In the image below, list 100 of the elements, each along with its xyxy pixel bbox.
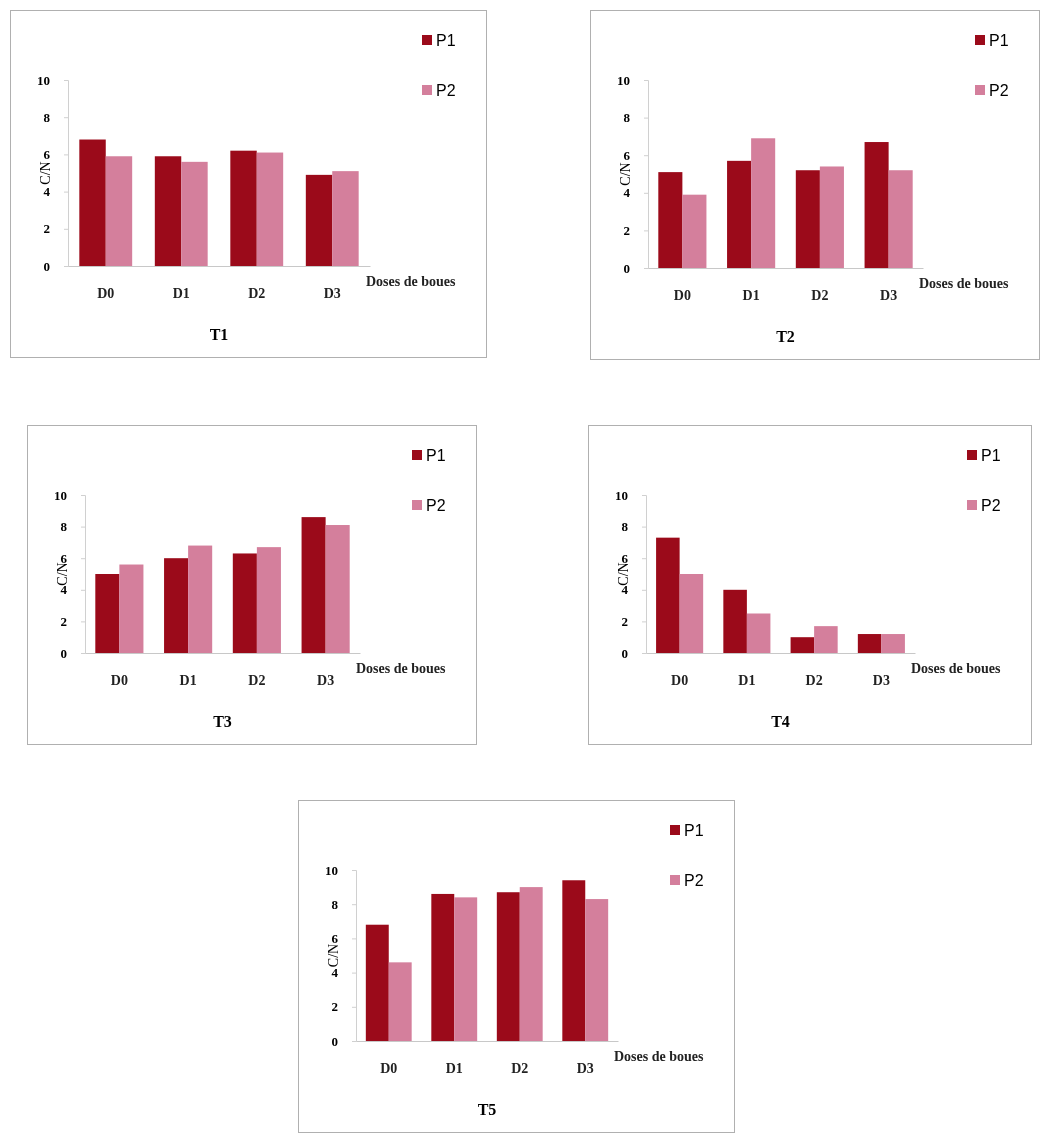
x-tick-label: D1 — [172, 285, 190, 301]
legend-label: P1 — [436, 32, 456, 49]
bar — [388, 962, 412, 1041]
legend-label: P1 — [684, 822, 704, 839]
bar — [819, 166, 844, 268]
x-axis-title: Doses de boues — [614, 1049, 705, 1064]
bar — [496, 892, 520, 1041]
x-tick-label: D2 — [248, 672, 266, 688]
y-tick-label: 2 — [623, 223, 630, 239]
bar — [814, 626, 838, 653]
bar — [181, 161, 208, 266]
y-tick-label: 0 — [60, 645, 67, 661]
text: T2 — [776, 328, 795, 345]
bar — [881, 634, 905, 653]
legend-label: P1 — [989, 32, 1009, 49]
legend-label: P2 — [981, 497, 1001, 514]
bar — [751, 138, 776, 268]
x-tick-label: D3 — [317, 672, 335, 688]
bar — [79, 139, 106, 266]
legend-label: P1 — [426, 447, 446, 464]
bar — [164, 558, 189, 653]
y-tick-label: 4 — [43, 184, 51, 200]
y-axis-title: C/N — [38, 161, 53, 185]
bar — [305, 174, 333, 266]
x-tick-label: D3 — [880, 287, 898, 303]
bar — [656, 537, 680, 653]
y-axis-title: C/N — [618, 162, 633, 186]
y-tick-label: 6 — [623, 147, 631, 163]
y-tick-label: 8 — [331, 896, 339, 912]
x-axis-title: Doses de boues — [366, 274, 457, 289]
bar — [585, 899, 609, 1041]
y-tick-label: 0 — [43, 258, 50, 274]
y-tick-label: 2 — [60, 614, 67, 630]
legend-label: P2 — [426, 497, 446, 514]
legend-label: P2 — [989, 82, 1009, 99]
x-tick-label: D2 — [511, 1060, 529, 1076]
x-axis-title: Doses de boues — [919, 276, 1010, 291]
y-tick-label: 0 — [621, 645, 628, 661]
bar — [105, 156, 133, 266]
bar — [95, 574, 120, 653]
x-tick-label: D1 — [738, 672, 756, 688]
bar — [365, 924, 389, 1041]
bar — [682, 194, 707, 268]
x-tick-label: D0 — [673, 287, 691, 303]
bar — [454, 897, 478, 1041]
bar — [790, 637, 815, 653]
x-tick-label: D1 — [742, 287, 760, 303]
y-tick-label: 8 — [623, 110, 631, 126]
bar — [658, 172, 683, 268]
y-tick-label: 10 — [37, 72, 50, 88]
bar — [864, 142, 889, 268]
bar — [256, 547, 281, 653]
x-axis-title: Doses de boues — [911, 661, 1002, 676]
bar — [888, 170, 913, 268]
y-tick-label: 2 — [621, 614, 628, 630]
bar — [332, 171, 359, 266]
x-axis-title: Doses de boues — [356, 661, 447, 676]
y-tick-label: 2 — [43, 221, 50, 237]
bar — [519, 887, 543, 1041]
y-tick-label: 10 — [54, 487, 67, 503]
x-tick-label: D2 — [248, 285, 266, 301]
bar — [232, 553, 257, 653]
x-tick-label: D1 — [179, 672, 197, 688]
y-tick-label: 10 — [325, 862, 338, 878]
bar — [256, 152, 284, 266]
y-tick-label: 6 — [43, 147, 51, 163]
bar — [119, 564, 144, 653]
x-tick-label: D3 — [323, 285, 341, 301]
y-tick-label: 10 — [615, 487, 628, 503]
y-tick-label: 10 — [617, 72, 630, 88]
bar — [723, 589, 747, 653]
bar — [188, 545, 213, 653]
x-tick-label: D0 — [110, 672, 128, 688]
x-tick-label: D0 — [671, 672, 689, 688]
y-tick-label: 8 — [60, 519, 68, 535]
x-tick-label: D0 — [380, 1060, 398, 1076]
bar — [431, 893, 455, 1041]
legend-label: P1 — [981, 447, 1001, 464]
text: T4 — [771, 713, 790, 730]
bar — [727, 160, 752, 268]
bar — [301, 517, 326, 653]
text: T1 — [209, 326, 229, 343]
x-tick-label: D3 — [576, 1060, 594, 1076]
legend-label: P2 — [684, 872, 704, 889]
y-tick-label: 0 — [331, 1033, 338, 1049]
legend-label: P2 — [436, 82, 456, 99]
bar — [562, 880, 586, 1041]
bar — [325, 525, 350, 653]
x-tick-label: D3 — [872, 672, 890, 688]
y-tick-label: 4 — [623, 185, 631, 201]
y-axis-title: C/N — [326, 943, 341, 968]
y-tick-label: 8 — [621, 519, 629, 535]
text: T5 — [477, 1101, 497, 1118]
bar — [857, 634, 882, 653]
x-tick-label: D2 — [811, 287, 829, 303]
bar — [154, 156, 182, 266]
x-tick-label: D1 — [445, 1060, 463, 1076]
x-tick-label: D0 — [97, 285, 115, 301]
bar — [230, 150, 257, 266]
text: T3 — [213, 713, 232, 730]
